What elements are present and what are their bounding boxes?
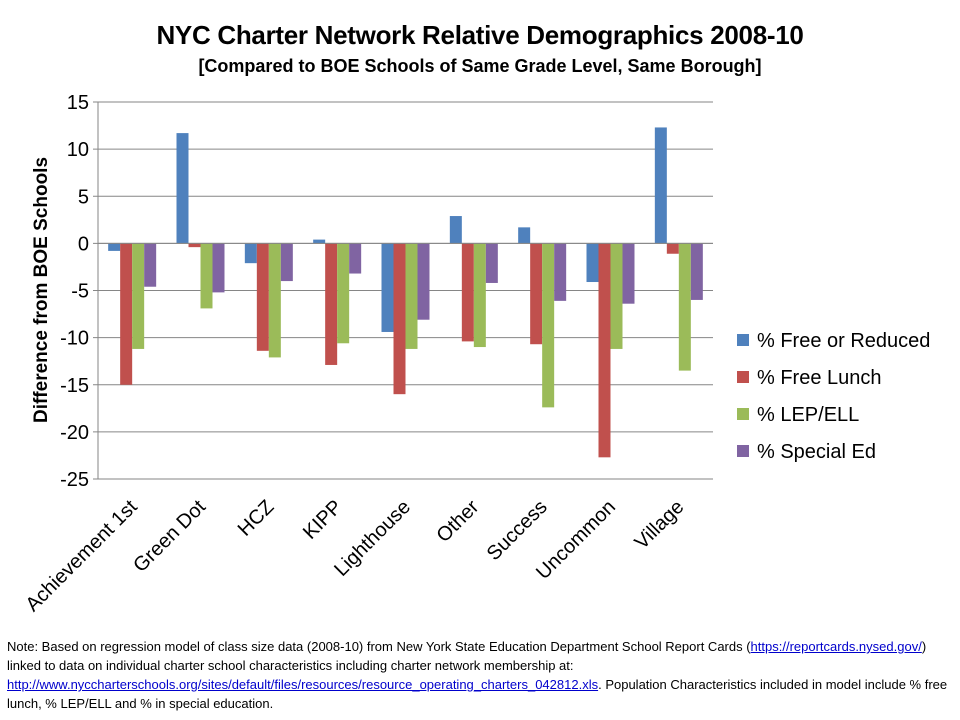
bar <box>188 243 201 248</box>
bar <box>405 243 418 349</box>
x-tick-label: KIPP <box>299 496 347 544</box>
y-tick-label: -5 <box>71 281 89 303</box>
footnote-suffix: . Population Characteristics included in… <box>7 677 948 711</box>
y-axis-label: Difference from BOE Schools <box>31 157 52 423</box>
x-tick-label: Village <box>631 496 689 554</box>
bar <box>337 243 350 344</box>
legend-swatch <box>737 334 749 346</box>
y-tick-label: -15 <box>60 375 89 397</box>
legend-swatch <box>737 408 749 420</box>
bar <box>144 243 157 287</box>
bar <box>622 243 635 304</box>
chart-subtitle: [Compared to BOE Schools of Same Grade L… <box>198 56 762 76</box>
bar <box>244 243 257 264</box>
legend-swatch <box>737 445 749 457</box>
bar <box>108 243 121 251</box>
bar <box>256 243 269 351</box>
x-tick-label: Success <box>483 496 552 565</box>
legend-label: % Free or Reduced <box>757 330 930 352</box>
bar <box>554 243 567 301</box>
y-tick-label: 0 <box>78 233 89 255</box>
bar <box>212 243 225 293</box>
bar <box>393 243 406 395</box>
bar <box>120 243 133 385</box>
y-tick-label: 15 <box>67 92 89 114</box>
bar <box>381 243 394 332</box>
bar <box>598 243 611 458</box>
x-tick-label: HCZ <box>234 496 279 541</box>
y-tick-label: -20 <box>60 422 89 444</box>
bar-chart: 15 10 5 0 -5 -10 -15 -20 -25 Achievement 1stGree… <box>22 92 931 616</box>
bar <box>176 133 189 244</box>
charter-list-link[interactable]: http://www.nyccharterschools.org/sites/d… <box>7 677 599 692</box>
bar <box>349 243 362 274</box>
bar <box>473 243 486 348</box>
bar <box>518 227 531 244</box>
bar <box>449 216 462 244</box>
axes <box>93 101 713 480</box>
bar <box>417 243 430 320</box>
bar <box>678 243 691 371</box>
footnote-prefix: Note: Based on regression model of class… <box>7 639 751 654</box>
x-tick-label: Achievement 1st <box>22 496 142 616</box>
legend-label: % LEP/ELL <box>757 404 859 426</box>
y-tick-label: 10 <box>67 139 89 161</box>
bar <box>542 243 555 408</box>
bar <box>666 243 679 254</box>
bar <box>200 243 213 309</box>
y-tick-label: -25 <box>60 469 89 491</box>
bar <box>313 239 326 244</box>
y-tick-label: -10 <box>60 328 89 350</box>
footnote-middle: ) linked to data on individual charter s… <box>7 639 927 673</box>
bar <box>268 243 281 358</box>
bar <box>530 243 543 345</box>
footnote: Note: Based on regression model of class… <box>7 637 952 713</box>
bar <box>280 243 293 282</box>
bar <box>690 243 703 300</box>
legend-label: % Special Ed <box>757 441 876 463</box>
legend: % Free or Reduced % Free Lunch % LEP/ELL % … <box>737 330 930 463</box>
y-tick-labels: 15 10 5 0 -5 -10 -15 -20 -25 <box>60 92 89 491</box>
x-tick-label: Green Dot <box>129 496 210 577</box>
bar <box>586 243 599 283</box>
bars <box>108 127 703 458</box>
bar <box>461 243 474 342</box>
bar <box>654 127 667 244</box>
bar <box>325 243 338 365</box>
reportcards-link[interactable]: https://reportcards.nysed.gov/ <box>750 639 922 654</box>
x-tick-label: Other <box>432 496 483 547</box>
legend-swatch <box>737 371 749 383</box>
bar <box>610 243 623 349</box>
bar <box>485 243 498 283</box>
y-tick-label: 5 <box>78 186 89 208</box>
bar <box>132 243 145 349</box>
legend-label: % Free Lunch <box>757 367 882 389</box>
chart-title: NYC Charter Network Relative Demographic… <box>156 20 804 50</box>
